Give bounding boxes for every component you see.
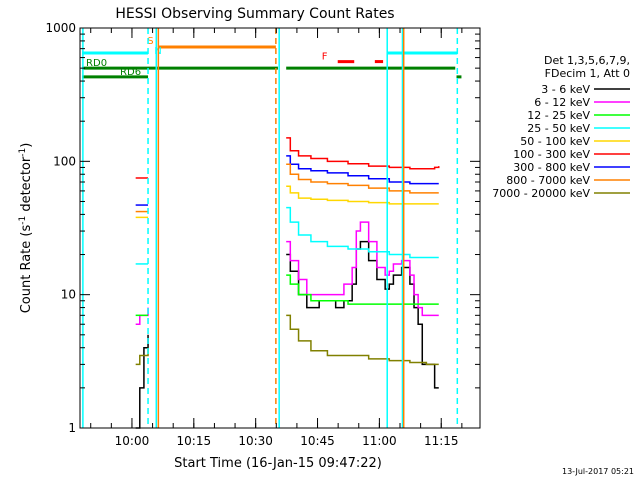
- y-tick-label: 1: [68, 421, 76, 435]
- x-tick-label: 10:30: [238, 434, 273, 448]
- series-line: [286, 185, 439, 205]
- x-tick-label: 10:45: [300, 434, 335, 448]
- plot-frame: [79, 27, 481, 429]
- ylabel-main: Count Rate (s: [19, 225, 34, 314]
- x-axis-label: Start Time (16-Jan-15 09:47:22): [174, 456, 382, 471]
- legend-label: 100 - 300 keV: [513, 148, 590, 161]
- y-axis: 1 10 100 1000: [45, 21, 480, 435]
- vlines-layer: [82, 28, 459, 428]
- series-line: [135, 347, 149, 366]
- legend-header-line2: FDecim 1, Att 0: [545, 67, 630, 80]
- chart-title: HESSI Observing Summary Count Rates: [115, 6, 394, 22]
- y-tick-label: 100: [53, 154, 76, 168]
- series-line: [135, 334, 149, 429]
- x-tick-label: 10:15: [177, 434, 212, 448]
- flags-layer: RD0RD6FSN: [82, 36, 462, 79]
- flag-label: RD6: [120, 67, 141, 78]
- footer-date: 13-Jul-2017 05:21: [562, 467, 634, 476]
- legend-label: 6 - 12 keV: [534, 96, 590, 109]
- x-tick-label: 10:00: [115, 434, 150, 448]
- y-tick-label: 1000: [45, 21, 76, 35]
- series-line: [286, 137, 440, 170]
- ylabel-end: ): [19, 143, 34, 148]
- legend-label: 50 - 100 keV: [520, 135, 590, 148]
- flag-marker: S: [147, 36, 153, 47]
- series-line: [286, 240, 439, 389]
- legend-label: 300 - 800 keV: [513, 161, 590, 174]
- series-line: [286, 206, 439, 259]
- ylabel-mid: detector: [19, 156, 34, 216]
- x-tick-label: 11:00: [362, 434, 397, 448]
- ylabel-sup1: -1: [18, 216, 28, 225]
- legend-label: 800 - 7000 keV: [506, 174, 590, 187]
- ylabel-sup2: -1: [18, 148, 28, 157]
- legend-label: 12 - 25 keV: [527, 109, 590, 122]
- legend-label: 25 - 50 keV: [527, 122, 590, 135]
- legend: Det 1,3,5,6,7,9, FDecim 1, Att 0 3 - 6 k…: [492, 54, 630, 200]
- y-axis-label: Count Rate (s-1 detector-1): [18, 143, 34, 314]
- flag-label: RD0: [86, 58, 107, 69]
- series-line: [286, 274, 439, 305]
- legend-label: 3 - 6 keV: [541, 83, 590, 96]
- series-line: [286, 155, 439, 185]
- series-line: [286, 163, 439, 194]
- series-line: [286, 221, 439, 317]
- legend-header-line1: Det 1,3,5,6,7,9,: [544, 54, 630, 67]
- legend-label: 7000 - 20000 keV: [492, 187, 590, 200]
- x-axis: 10:00 10:15 10:30 10:45 11:00 11:15: [90, 28, 463, 448]
- x-tick-label: 11:15: [424, 434, 459, 448]
- series-line: [286, 314, 439, 366]
- series-layer: [135, 137, 440, 429]
- y-tick-label: 10: [61, 288, 76, 302]
- flag-label: F: [322, 52, 328, 63]
